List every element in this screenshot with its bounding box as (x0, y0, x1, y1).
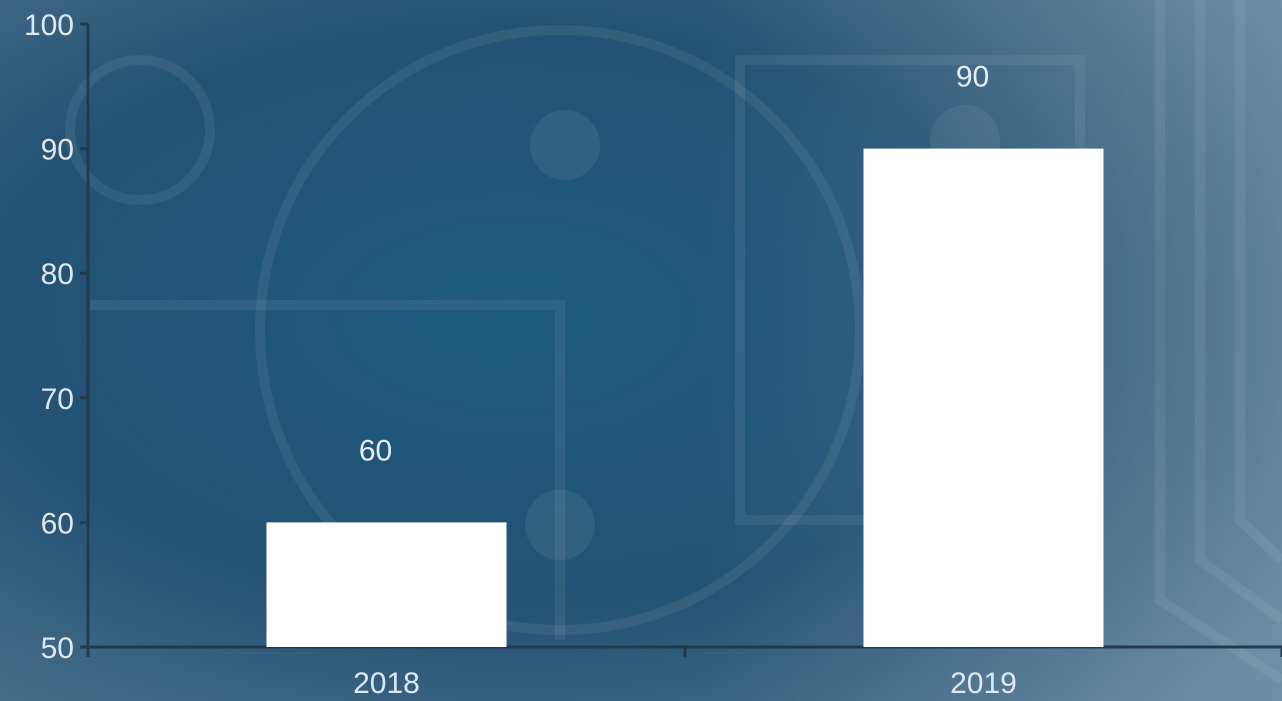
y-tick-label: 60 (41, 507, 74, 540)
plot-area: 50 60 70 80 90 100 60 2018 90 2019 (24, 9, 1282, 700)
bar-2018 (266, 522, 507, 647)
bar-2019 (863, 148, 1104, 647)
data-label-2018: 60 (359, 434, 392, 467)
y-tick-label: 50 (41, 632, 74, 665)
y-tick-label: 100 (24, 9, 74, 42)
y-tick-label: 70 (41, 383, 74, 416)
x-tick-label-2018: 2018 (353, 667, 420, 700)
y-tick-label: 90 (41, 134, 74, 167)
data-label-2019: 90 (956, 61, 989, 94)
x-tick-label-2019: 2019 (950, 667, 1017, 700)
y-tick-label: 80 (41, 258, 74, 291)
